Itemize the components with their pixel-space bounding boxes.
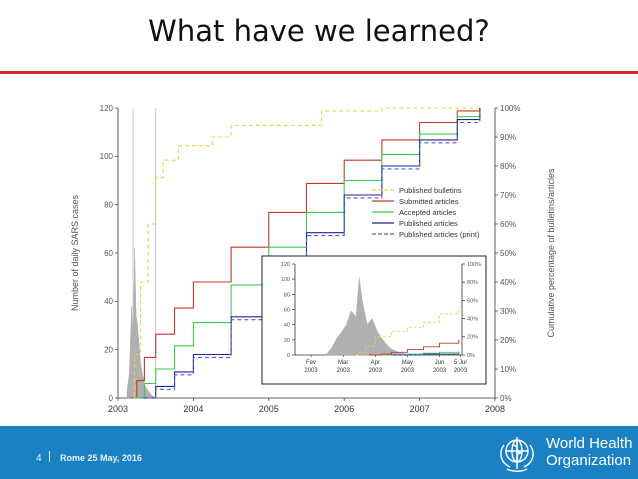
footer-bar: 4 Rome 25 May, 2016 World Health Organiz… [0,426,638,479]
y2-tick-label-10: 100% [500,104,520,113]
page-number: 4 [36,453,42,464]
inset-series-line-1 [368,339,460,356]
who-logo-line2: Organization [546,452,632,469]
inset-y2-tick-label-5: 100% [467,262,481,268]
y2-tick-label-3: 30% [500,307,516,316]
legend-label-3: Published articles [399,219,458,228]
inset-y-tick-label-6: 120 [281,262,290,268]
title-underline [0,71,638,74]
y-tick-label-4: 80 [104,200,113,209]
series-line-0 [129,107,480,399]
y2-tick-label-6: 60% [500,220,516,229]
inset-x-tick-sub-3: 2003 [401,368,415,374]
inset-y-tick-label-5: 100 [281,277,290,283]
inset-y-tick-label-1: 20 [284,338,290,344]
y2-tick-label-9: 90% [500,133,516,142]
inset-inset-frame [261,255,487,385]
who-logo-icon [500,437,534,472]
inset-y-tick-label-4: 80 [284,292,290,298]
who-logo-text: World Health Organization [546,435,632,469]
inset-y2-tick-label-0: 0% [467,353,475,359]
y2-tick-label-4: 40% [500,278,516,287]
y2-tick-label-2: 20% [500,336,516,345]
series-line-2 [133,108,481,399]
x-tick-label-1: 2004 [183,404,203,414]
inset-x-tick-sub-0: 2003 [304,368,318,374]
slide-title: What have we learned? [148,14,490,48]
y2-tick-label-0: 0% [500,394,512,403]
daily-cases-area [126,248,157,399]
y-tick-label-3: 60 [104,249,113,258]
x-tick-label-2: 2005 [259,404,279,414]
inset-x-tick-sub-4: 2003 [433,368,447,374]
legend-label-0: Published bulletins [399,186,462,195]
y-tick-label-1: 20 [104,345,113,354]
y-tick-label-2: 40 [104,297,113,306]
legend-label-2: Accepted articles [399,208,456,217]
inset-y2-tick-label-3: 60% [467,298,478,304]
y2-tick-label-7: 70% [500,191,516,200]
who-logo-line1: World Health [546,435,633,452]
legend-label-4: Published articles (print) [399,230,480,239]
inset-x-tick-label-3: May [402,360,413,366]
y-tick-label-0: 0 [109,394,114,403]
inset-y-tick-label-3: 60 [284,307,290,313]
legend-label-1: Submitted articles [399,197,459,206]
inset-y2-tick-label-4: 80% [467,280,478,286]
footer-location-date: Rome 25 May, 2016 [60,453,142,463]
footer-separator [49,451,50,462]
x-tick-label-4: 2007 [410,404,430,414]
inset-y2-tick-label-2: 40% [467,317,478,323]
inset-x-tick-label-1: Mar [338,360,348,366]
y-tick-label-5: 100 [100,152,114,161]
inset-x-tick-sub-5: 2003 [454,368,468,374]
inset-x-tick-label-0: Fev [306,360,316,366]
inset-series-line-4 [391,353,460,356]
inset-y2-tick-label-1: 20% [467,335,478,341]
y2-axis-label: Cumulative percentage of bulletins/artic… [546,168,556,338]
x-tick-label-5: 2008 [485,404,505,414]
y2-tick-label-8: 80% [500,162,516,171]
inset-x-tick-sub-2: 2003 [369,368,383,374]
x-tick-label-3: 2006 [334,404,354,414]
y2-tick-label-1: 10% [500,365,516,374]
inset-x-tick-label-2: Apr [371,360,380,366]
sars-publication-chart: 0 20 40 60 80 100 120 0% 10% 20% 30% 40% 50% 60% 70% 80… [70,104,556,414]
inset-daily-cases-area [326,277,408,356]
inset-series-line-0 [356,306,460,356]
inset-x-tick-label-5: 5 Jul [454,360,467,366]
y-tick-label-6: 120 [100,104,114,113]
x-tick-label-0: 2003 [108,404,128,414]
inset-y-tick-label-2: 40 [284,323,290,329]
y2-tick-label-5: 50% [500,249,516,258]
inset-y-tick-label-0: 0 [287,353,290,359]
y-axis-label: Number of daily SARS cases [70,194,80,311]
inset-x-tick-label-4: Jun [435,360,445,366]
inset-x-tick-sub-1: 2003 [336,368,350,374]
